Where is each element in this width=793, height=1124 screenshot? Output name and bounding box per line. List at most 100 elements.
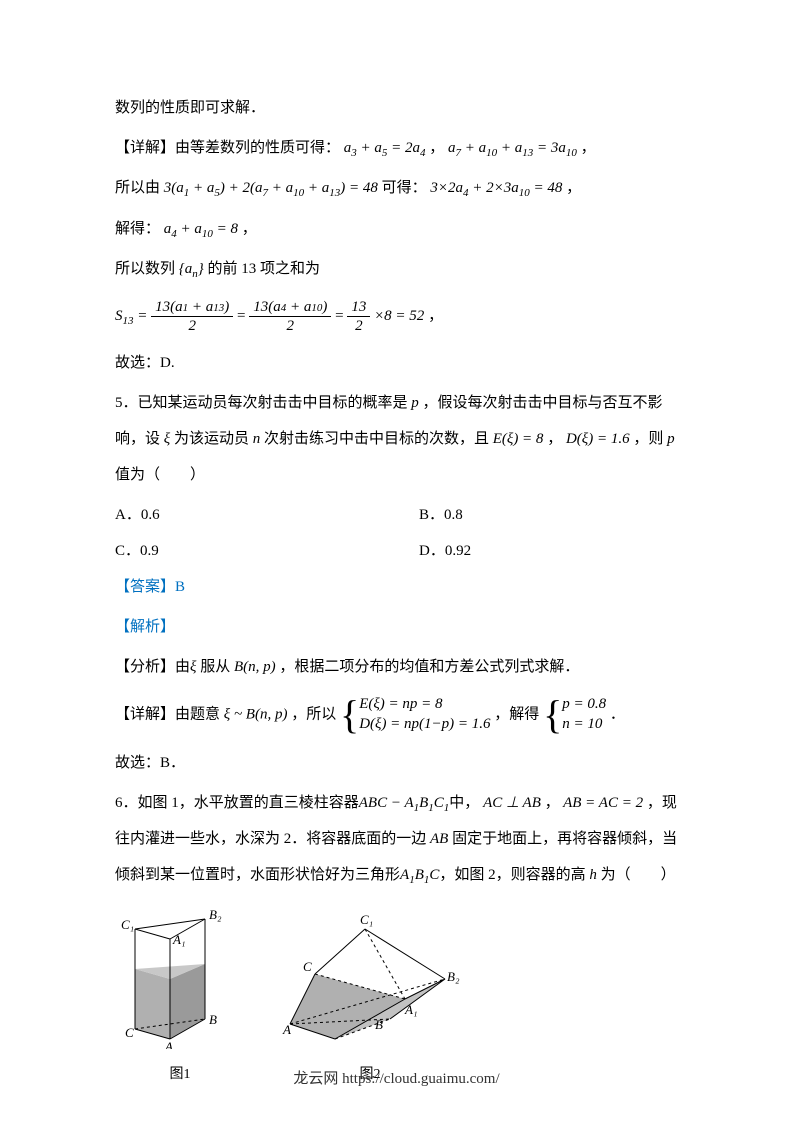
figure-1: C A B C₁ A₁ B₂	[115, 899, 245, 1049]
q6-pre: 6．如图 1，水平放置的直三棱柱容器	[115, 795, 359, 811]
frac-1: 13(a1 + a13) 2	[151, 298, 233, 335]
l5-set: {an}	[179, 261, 204, 277]
ans-label: 【答案】	[115, 579, 175, 595]
lbl2-B: B	[375, 1017, 383, 1032]
brace-system-2: { p = 0.8 n = 10	[543, 695, 606, 735]
brace-system-1: { E(ξ) = np = 8 D(ξ) = np(1−p) = 1.6	[340, 695, 491, 735]
q5-detail-dist: ξ ~ B(n, p)	[224, 706, 288, 722]
q5-conclude: 故选：B．	[115, 745, 678, 781]
q5-detail-mid: ，所以	[291, 706, 336, 722]
l5-post: 的前 13 项之和为	[208, 261, 321, 277]
lbl-B2: B₂	[209, 907, 222, 922]
q6-h: h	[586, 867, 601, 883]
line-1: 数列的性质即可求解．	[115, 90, 678, 126]
frac-3: 13 2	[347, 298, 370, 335]
lbl2-C: C	[303, 959, 312, 974]
q5-e: E(ξ) = 8	[489, 431, 547, 447]
line-s13: S13 = 13(a1 + a13) 2 = 13(a4 + a10) 2 = …	[115, 298, 678, 335]
frac3-den: 2	[347, 317, 370, 335]
brace1-line1: E(ξ) = np = 8	[359, 695, 490, 715]
q5-analysis: 【分析】由ξ 服从 B(n, p) ，根据二项分布的均值和方差公式列式求解．	[115, 649, 678, 685]
q5-options: A．0.6 B．0.8 C．0.9 D．0.92	[115, 497, 678, 569]
q5-comma: ，	[547, 431, 562, 447]
q6-tri: A1B1C	[400, 867, 439, 883]
line-7: 故选：D.	[115, 345, 678, 381]
q6-mid5: ，如图 2，则容器的高	[439, 867, 585, 883]
lbl-C1: C₁	[121, 917, 134, 932]
eq-sep-2: =	[335, 308, 347, 324]
s13-label: S13 =	[115, 308, 151, 324]
q5-xi: ξ	[164, 431, 174, 447]
lbl2-A1: A₁	[404, 1002, 417, 1017]
q5-pre: 5．已知某运动员每次射击击中目标的概率是	[115, 395, 408, 411]
q5-detail: 【详解】由题意 ξ ~ B(n, p) ，所以 { E(ξ) = np = 8 …	[115, 695, 678, 735]
frac1-num: 13(a1 + a13)	[151, 298, 233, 317]
q5-analysis-label: 【解析】	[115, 609, 678, 645]
brace-icon: {	[543, 695, 562, 735]
lbl2-C1: C₁	[360, 912, 373, 927]
brace-icon: {	[340, 695, 359, 735]
q6-perp: AC ⊥ AB	[479, 795, 544, 811]
q5-analysis-pre: 【分析】由	[115, 659, 190, 675]
frac1-den: 2	[151, 317, 233, 335]
figure-row: C A B C₁ A₁ B₂ 图1	[115, 899, 678, 1084]
frac2-den: 2	[249, 317, 331, 335]
l4-pre: 解得：	[115, 221, 160, 237]
q5-mid2: 为该运动员	[174, 431, 249, 447]
l4-end: ，	[242, 221, 257, 237]
lbl-A1: A₁	[172, 932, 185, 947]
l2-end: ，	[581, 140, 596, 156]
l3-eq2: 3×2a4 + 2×3a10 = 48	[430, 180, 562, 196]
s13-comma: ，	[428, 308, 443, 324]
q6-ab: AB	[430, 831, 448, 847]
l2-eq2: a7 + a10 + a13 = 3a10	[448, 140, 581, 156]
q6-mid1: 中，	[449, 795, 479, 811]
frac-2: 13(a4 + a10) 2	[249, 298, 331, 335]
brace2-line2: n = 10	[562, 715, 606, 735]
l3-eq1: 3(a1 + a5) + 2(a7 + a10 + a13) = 48	[164, 180, 378, 196]
q5-detail-solve: ，解得	[494, 706, 539, 722]
frac2-num: 13(a4 + a10)	[249, 298, 331, 317]
lbl-A: A	[164, 1039, 173, 1049]
lbl2-B1: B₂	[447, 969, 460, 984]
figure-2-wrap: A C B C₁ A₁ B₂ 图2	[275, 899, 465, 1084]
l2-pre: 【详解】由等差数列的性质可得：	[115, 140, 340, 156]
lbl-B: B	[209, 1012, 217, 1027]
line-2: 【详解】由等差数列的性质可得： a3 + a5 = 2a4 ， a7 + a10…	[115, 130, 678, 166]
q5-detail-pre: 【详解】由题意	[115, 706, 220, 722]
q5-end: 值为（ ）	[115, 467, 205, 483]
lbl-C: C	[125, 1025, 134, 1040]
q5-n: n	[249, 431, 264, 447]
lbl2-A: A	[282, 1022, 291, 1037]
ans-val: B	[175, 579, 185, 595]
l2-sep: ，	[429, 140, 444, 156]
q5-p2: p	[663, 431, 674, 447]
l2-eq1: a3 + a5 = 2a4	[344, 140, 430, 156]
q5-mid3: 次射击练习中击中目标的次数，且	[264, 431, 489, 447]
l5-pre: 所以数列	[115, 261, 175, 277]
l3-pre: 所以由	[115, 180, 160, 196]
line-5: 所以数列 {an} 的前 13 项之和为	[115, 251, 678, 287]
q5-answer: 【答案】B	[115, 569, 678, 605]
q6-stem: 6．如图 1，水平放置的直三棱柱容器ABC − A1B1C1中， AC ⊥ AB…	[115, 785, 678, 894]
q5-analysis-xi: ξ	[190, 659, 200, 675]
l3-mid: 可得：	[382, 180, 427, 196]
brace1-line2: D(ξ) = np(1−p) = 1.6	[359, 715, 490, 735]
q6-prism: ABC − A1B1C1	[359, 795, 450, 811]
q5-detail-end: ．	[610, 706, 625, 722]
page-footer: 龙云网 https://cloud.guaimu.com/	[0, 1067, 793, 1088]
brace2-line1: p = 0.8	[562, 695, 606, 715]
frac3-num: 13	[347, 298, 370, 317]
s13-tail: ×8 = 52	[374, 308, 424, 324]
q5-opt-b: B．0.8	[419, 497, 678, 533]
q5-analysis-mid: 服从	[200, 659, 230, 675]
line-4: 解得： a4 + a10 = 8 ，	[115, 211, 678, 247]
q5-then: ，则	[633, 431, 663, 447]
q5-opt-d: D．0.92	[419, 533, 678, 569]
l3-end: ，	[566, 180, 581, 196]
l4-eq: a4 + a10 = 8	[164, 221, 238, 237]
q6-eq: AB = AC = 2	[560, 795, 647, 811]
q5-stem: 5．已知某运动员每次射击击中目标的概率是 p ，假设每次射击击中目标与否互不影响…	[115, 385, 678, 493]
figure-2: A C B C₁ A₁ B₂	[275, 899, 465, 1049]
q6-mid2: ，	[545, 795, 560, 811]
